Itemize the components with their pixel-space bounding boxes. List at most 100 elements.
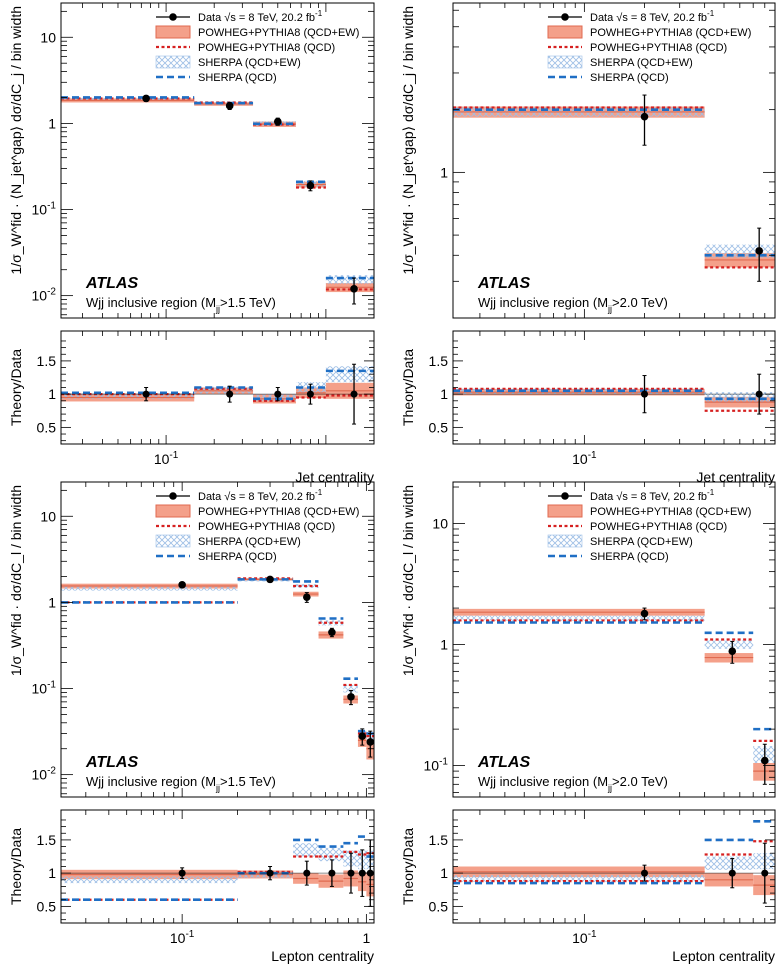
- y-tick-label: 10: [40, 29, 56, 45]
- legend-data-energy: √s = 8 TeV, 20.2 fb: [616, 491, 707, 503]
- data-point: [366, 738, 374, 746]
- ratio-tick-label: 1.5: [37, 832, 57, 848]
- legend-sherpa-ew-swatch: [155, 55, 191, 69]
- ratio-data-point: [142, 390, 150, 398]
- ratio-tick-label: 0.5: [37, 419, 57, 435]
- data-point: [350, 285, 358, 293]
- legend-data-label: Data √s = 8 TeV, 20.2 fb-1: [198, 488, 323, 503]
- x-tick-label-base: 10: [572, 930, 588, 946]
- region-label-tail: >1.5 TeV): [220, 295, 276, 310]
- y-tick-label: 1: [48, 115, 56, 131]
- ratio-tick-label: 0.5: [429, 898, 449, 914]
- y-tick-label-exp: -1: [439, 757, 448, 768]
- legend-data-text: Data: [198, 12, 224, 24]
- legend-data-text: Data: [590, 12, 616, 24]
- ratio-sherpa-ew-band: [325, 366, 374, 383]
- x-tick-label-base: 10: [572, 451, 588, 467]
- main-plot-area: [61, 94, 374, 305]
- region-label-main: Wjj inclusive region (M: [478, 295, 608, 310]
- sherpa-ew-band: [753, 746, 775, 764]
- data-point: [178, 581, 186, 589]
- legend: Data √s = 8 TeV, 20.2 fb-1 POWHEG+PYTHIA8…: [155, 9, 359, 84]
- y-tick-label: 10: [40, 508, 56, 524]
- y-tick-label: 1: [440, 637, 448, 653]
- data-point: [640, 609, 649, 618]
- ratio-sherpa-ew-band: [318, 847, 344, 862]
- ratio-data-point: [328, 869, 336, 877]
- y-tick-label-exp: -2: [47, 766, 56, 777]
- legend-powheg-qcd-label: POWHEG+PYTHIA8 (QCD): [198, 42, 335, 54]
- ratio-data-point: [266, 869, 274, 877]
- legend-data-lumi-exp: -1: [707, 488, 715, 497]
- region-label-sub: jj: [215, 304, 220, 314]
- region-label-sub: jj: [607, 783, 612, 793]
- legend: Data √s = 8 TeV, 20.2 fb-1 POWHEG+PYTHIA8…: [547, 9, 751, 84]
- y-tick-label: 1: [48, 594, 56, 610]
- ratio-data-point: [306, 390, 314, 398]
- y-tick-label-base: 10: [40, 508, 56, 524]
- ratio-data-point: [350, 390, 358, 398]
- ratio-y-axis-label: Theory/Data: [400, 828, 416, 905]
- y-tick-label-base: 10: [424, 758, 440, 774]
- y-tick-label: 10-2: [32, 287, 57, 304]
- legend-powheg-qcd-label: POWHEG+PYTHIA8 (QCD): [198, 521, 335, 533]
- ratio-tick-label: 0.5: [37, 898, 57, 914]
- y-tick-label-base: 10: [32, 202, 48, 218]
- region-label-main: Wjj inclusive region (M: [86, 774, 216, 789]
- legend-sherpa-ew-label: SHERPA (QCD+EW): [198, 57, 301, 69]
- ratio-sherpa-ew-band: [753, 853, 775, 870]
- region-label-sub: jj: [215, 783, 220, 793]
- legend-data-label: Data √s = 8 TeV, 20.2 fb-1: [590, 9, 715, 24]
- legend-sherpa-ew-swatch: [155, 534, 191, 548]
- main-frame: [452, 2, 776, 319]
- x-axis-label: Jet centrality: [696, 469, 775, 485]
- legend: Data √s = 8 TeV, 20.2 fb-1 POWHEG+PYTHIA8…: [547, 488, 751, 563]
- legend-powheg-ew-swatch: [547, 504, 583, 518]
- ratio-sherpa-ew-band: [237, 872, 294, 878]
- ratio-sherpa-ew-band: [704, 392, 775, 403]
- ratio-sherpa-ew-band: [253, 394, 296, 401]
- legend-data-lumi-exp: -1: [707, 9, 715, 18]
- ratio-data-point: [178, 869, 186, 877]
- region-label-tail: >2.0 TeV): [612, 295, 668, 310]
- y-tick-label-base: 10: [40, 29, 56, 45]
- ratio-plot-area: [453, 373, 775, 415]
- y-axis-label: 1/σ_W^fid · dσ/dC_l / bin width: [8, 485, 24, 676]
- y-tick-label-exp: -1: [47, 201, 56, 212]
- sherpa-ew-band: [453, 615, 705, 621]
- main-plot-area: [453, 607, 775, 785]
- legend-data-energy: √s = 8 TeV, 20.2 fb: [224, 491, 315, 503]
- data-point: [142, 94, 150, 103]
- y-tick-label: 10-1: [32, 680, 57, 697]
- legend-data-marker: [169, 492, 177, 500]
- legend-powheg-ew-label: POWHEG+PYTHIA8 (QCD+EW): [590, 506, 751, 518]
- y-tick-label: 10: [432, 515, 448, 531]
- x-tick-label: 10-1: [572, 929, 597, 946]
- main-frame: [60, 2, 375, 319]
- x-tick-label: 10-1: [170, 929, 195, 946]
- legend-data-lumi-exp: -1: [315, 488, 323, 497]
- ratio-data-point: [641, 869, 649, 877]
- x-tick-label-base: 10: [170, 930, 186, 946]
- x-tick-label: 10-1: [572, 450, 597, 467]
- y-axis-label: 1/σ_W^fid · ⟨N_jet^gap⟩ dσ/dC_j / bin wi…: [400, 6, 416, 275]
- legend-powheg-ew-label: POWHEG+PYTHIA8 (QCD+EW): [198, 27, 359, 39]
- y-tick-label-base: 1: [440, 164, 448, 180]
- ratio-sherpa-ew-band: [194, 386, 254, 394]
- data-point: [358, 732, 367, 740]
- data-point: [266, 575, 274, 584]
- x-tick-label-base: 10: [154, 451, 170, 467]
- legend-data-text: Data: [590, 491, 616, 503]
- ratio-data-point: [761, 869, 769, 877]
- legend-data-marker: [561, 492, 569, 500]
- legend-powheg-ew-label: POWHEG+PYTHIA8 (QCD+EW): [590, 27, 751, 39]
- data-point: [640, 112, 649, 121]
- ratio-sherpa-ew-band: [293, 843, 319, 857]
- region-label-main: Wjj inclusive region (M: [86, 295, 216, 310]
- legend-sherpa-qcd-label: SHERPA (QCD): [198, 72, 277, 84]
- ratio-data-point: [274, 390, 282, 398]
